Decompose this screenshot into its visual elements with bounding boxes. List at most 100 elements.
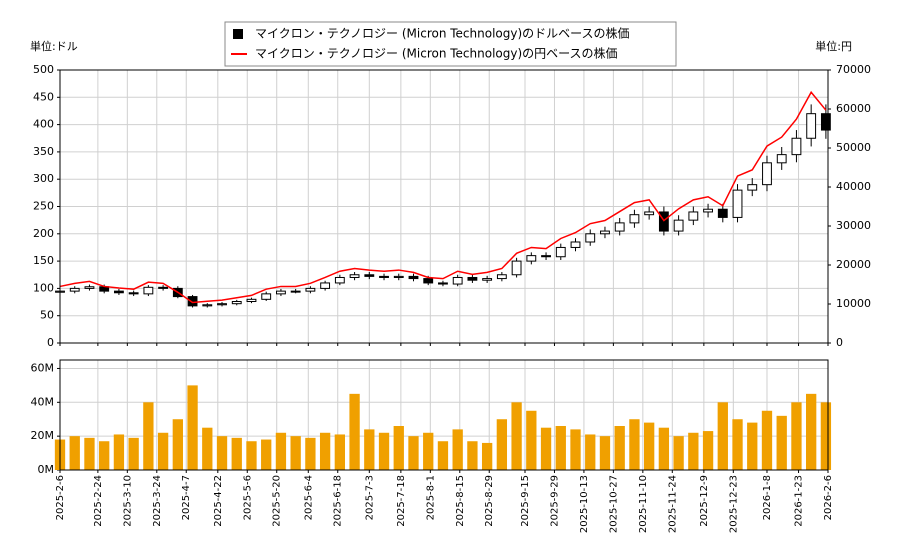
yen-line xyxy=(59,90,827,304)
volume-bar xyxy=(629,419,640,470)
candle-body xyxy=(820,113,831,131)
candle-body xyxy=(452,276,463,285)
volume-bar xyxy=(113,434,125,470)
candle-body xyxy=(806,113,817,139)
volume-bar xyxy=(437,441,449,470)
candle-body xyxy=(69,287,80,292)
volume-bar xyxy=(157,432,169,470)
candle-body xyxy=(202,304,213,307)
volume-bar xyxy=(732,419,743,470)
x-tick-label: 2026-2-6 xyxy=(823,475,834,520)
y-tick-label: 60M xyxy=(31,361,55,374)
x-tick-label: 2025-2-24 xyxy=(93,475,104,527)
x-tick-label: 2025-12-9 xyxy=(699,475,710,527)
volume-bar xyxy=(69,436,80,470)
candle-body xyxy=(467,276,478,281)
x-tick-label: 2025-11-24 xyxy=(667,475,678,533)
y-tick-label: 40M xyxy=(31,395,55,408)
x-tick-label: 2025-7-3 xyxy=(364,475,375,520)
volume-bar xyxy=(585,434,596,470)
candle-body xyxy=(438,282,448,285)
volume-bar xyxy=(614,426,625,470)
x-tick-label: 2025-3-24 xyxy=(152,475,163,527)
candle-body xyxy=(379,275,389,278)
y-tick-label: 100 xyxy=(33,281,54,294)
x-tick-label: 2025-10-27 xyxy=(608,475,619,533)
candle-body xyxy=(113,290,124,294)
y-tick-label: 400 xyxy=(33,118,54,131)
volume-bar xyxy=(128,437,139,470)
volume-bar xyxy=(467,441,478,470)
volume-bar xyxy=(261,439,272,470)
volume-bar xyxy=(688,432,699,470)
candle-body xyxy=(747,184,758,191)
y-tick-label: 200 xyxy=(33,227,54,240)
x-tick-label: 2025-12-23 xyxy=(728,475,739,533)
x-tick-label: 2025-8-15 xyxy=(455,475,466,527)
y2-tick-label: 0 xyxy=(836,336,843,349)
candle-body xyxy=(673,219,684,232)
volume-bar xyxy=(143,402,154,470)
volume-bar xyxy=(172,419,183,470)
candle-body xyxy=(570,241,581,248)
y2-tick-label: 10000 xyxy=(836,297,871,310)
candle-body xyxy=(482,278,493,281)
candle-body xyxy=(776,154,787,164)
candle-body xyxy=(600,230,610,235)
candle-body xyxy=(423,278,434,284)
legend-label: マイクロン・テクノロジー (Micron Technology)の円ベースの株価 xyxy=(255,46,618,61)
candle-body xyxy=(349,274,360,278)
candle-body xyxy=(128,292,139,295)
candle-body xyxy=(658,211,669,232)
x-tick-label: 2025-5-20 xyxy=(272,475,283,527)
volume-bar xyxy=(99,441,110,470)
y-tick-label: 450 xyxy=(33,90,54,103)
volume-bar xyxy=(820,402,832,470)
candle-body xyxy=(717,208,728,218)
candle-body xyxy=(393,275,404,278)
volume-bar xyxy=(231,437,242,470)
y-tick-label: 250 xyxy=(33,200,54,213)
x-tick-label: 2025-7-18 xyxy=(396,475,407,527)
candle-body xyxy=(261,293,272,300)
volume-bar xyxy=(599,436,611,470)
volume-bar xyxy=(246,441,257,470)
volume-bar xyxy=(481,442,493,470)
x-tick-label: 2025-4-7 xyxy=(181,475,192,520)
y2-tick-label: 40000 xyxy=(836,180,871,193)
candle-body xyxy=(217,303,227,306)
candle-body xyxy=(143,286,154,295)
volume-bar xyxy=(526,410,537,470)
volume-bar xyxy=(555,426,566,470)
plot-frame xyxy=(59,359,829,471)
y2-tick-label: 70000 xyxy=(836,63,871,76)
candle-body xyxy=(408,275,419,280)
x-tick-label: 2026-1-23 xyxy=(794,475,805,527)
volume-bar xyxy=(717,402,728,470)
volume-bar xyxy=(319,432,331,470)
x-tick-label: 2025-9-15 xyxy=(520,475,531,527)
volume-bar xyxy=(702,431,714,470)
volume-bar xyxy=(305,437,316,470)
y-tick-label: 50 xyxy=(40,309,54,322)
volume-bar xyxy=(423,432,434,470)
volume-bar xyxy=(216,436,228,470)
x-tick-label: 2025-6-18 xyxy=(333,475,344,527)
volume-bar xyxy=(643,422,655,470)
x-tick-label: 2025-5-6 xyxy=(242,475,253,520)
candle-body xyxy=(84,286,95,289)
volume-bar xyxy=(202,427,213,470)
candle-body xyxy=(511,260,522,276)
x-tick-label: 2025-3-10 xyxy=(122,475,133,527)
volume-bar xyxy=(496,419,508,470)
x-tick-label: 2025-10-13 xyxy=(579,475,590,533)
candle-body xyxy=(231,301,242,305)
volume-bar xyxy=(747,422,758,470)
volume-bar xyxy=(776,415,787,470)
volume-bar xyxy=(761,410,773,470)
candle-body xyxy=(526,255,537,262)
volume-bar xyxy=(393,426,404,470)
y-tick-label: 500 xyxy=(33,63,54,76)
x-tick-label: 2025-11-10 xyxy=(638,475,649,533)
